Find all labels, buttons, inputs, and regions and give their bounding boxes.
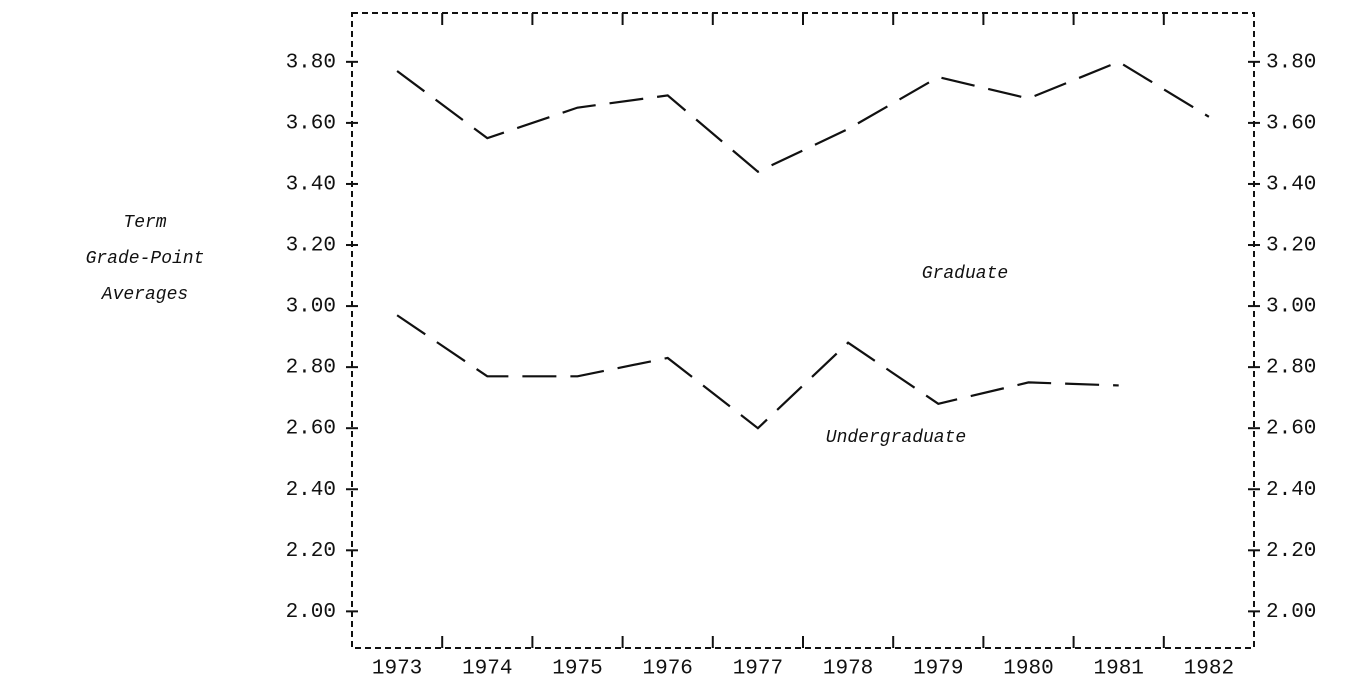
y-tick-label: 3.80 <box>286 51 336 74</box>
x-tick-label: 1981 <box>1093 658 1143 681</box>
y-axis-label: Grade-Point <box>86 249 205 269</box>
y-tick-label: 2.40 <box>286 479 336 502</box>
x-tick-label: 1975 <box>552 658 602 681</box>
y-axis-label: Term <box>123 213 166 233</box>
y-tick-label: 2.20 <box>286 540 336 563</box>
y-tick-label: 2.80 <box>286 357 336 380</box>
y2-tick-label: 3.60 <box>1266 112 1316 135</box>
x-tick-label: 1976 <box>642 658 692 681</box>
x-tick-label: 1979 <box>913 658 963 681</box>
y2-tick-label: 3.40 <box>1266 174 1316 197</box>
series-line <box>396 60 1210 174</box>
y-tick-label: 2.60 <box>286 418 336 441</box>
y-axis-label: Averages <box>101 285 188 305</box>
y-tick-label: 2.00 <box>286 601 336 624</box>
y-tick-label: 3.00 <box>286 296 336 319</box>
series-line <box>396 314 1119 430</box>
plot-frame <box>351 12 1255 649</box>
y2-tick-label: 2.40 <box>1266 479 1316 502</box>
y2-tick-label: 2.00 <box>1266 601 1316 624</box>
x-tick-label: 1982 <box>1184 658 1234 681</box>
series-label: Undergraduate <box>826 428 966 448</box>
series-label: Graduate <box>922 264 1008 284</box>
y2-tick-label: 3.80 <box>1266 51 1316 74</box>
y2-tick-label: 3.20 <box>1266 235 1316 258</box>
y2-tick-label: 2.60 <box>1266 418 1316 441</box>
y2-tick-label: 2.20 <box>1266 540 1316 563</box>
x-tick-label: 1977 <box>733 658 783 681</box>
y2-tick-label: 2.80 <box>1266 357 1316 380</box>
y-tick-label: 3.20 <box>286 235 336 258</box>
x-tick-label: 1974 <box>462 658 512 681</box>
x-tick-label: 1978 <box>823 658 873 681</box>
y2-tick-label: 3.00 <box>1266 296 1316 319</box>
y-tick-label: 3.40 <box>286 174 336 197</box>
y-tick-label: 3.60 <box>286 112 336 135</box>
x-tick-label: 1973 <box>372 658 422 681</box>
x-tick-label: 1980 <box>1003 658 1053 681</box>
